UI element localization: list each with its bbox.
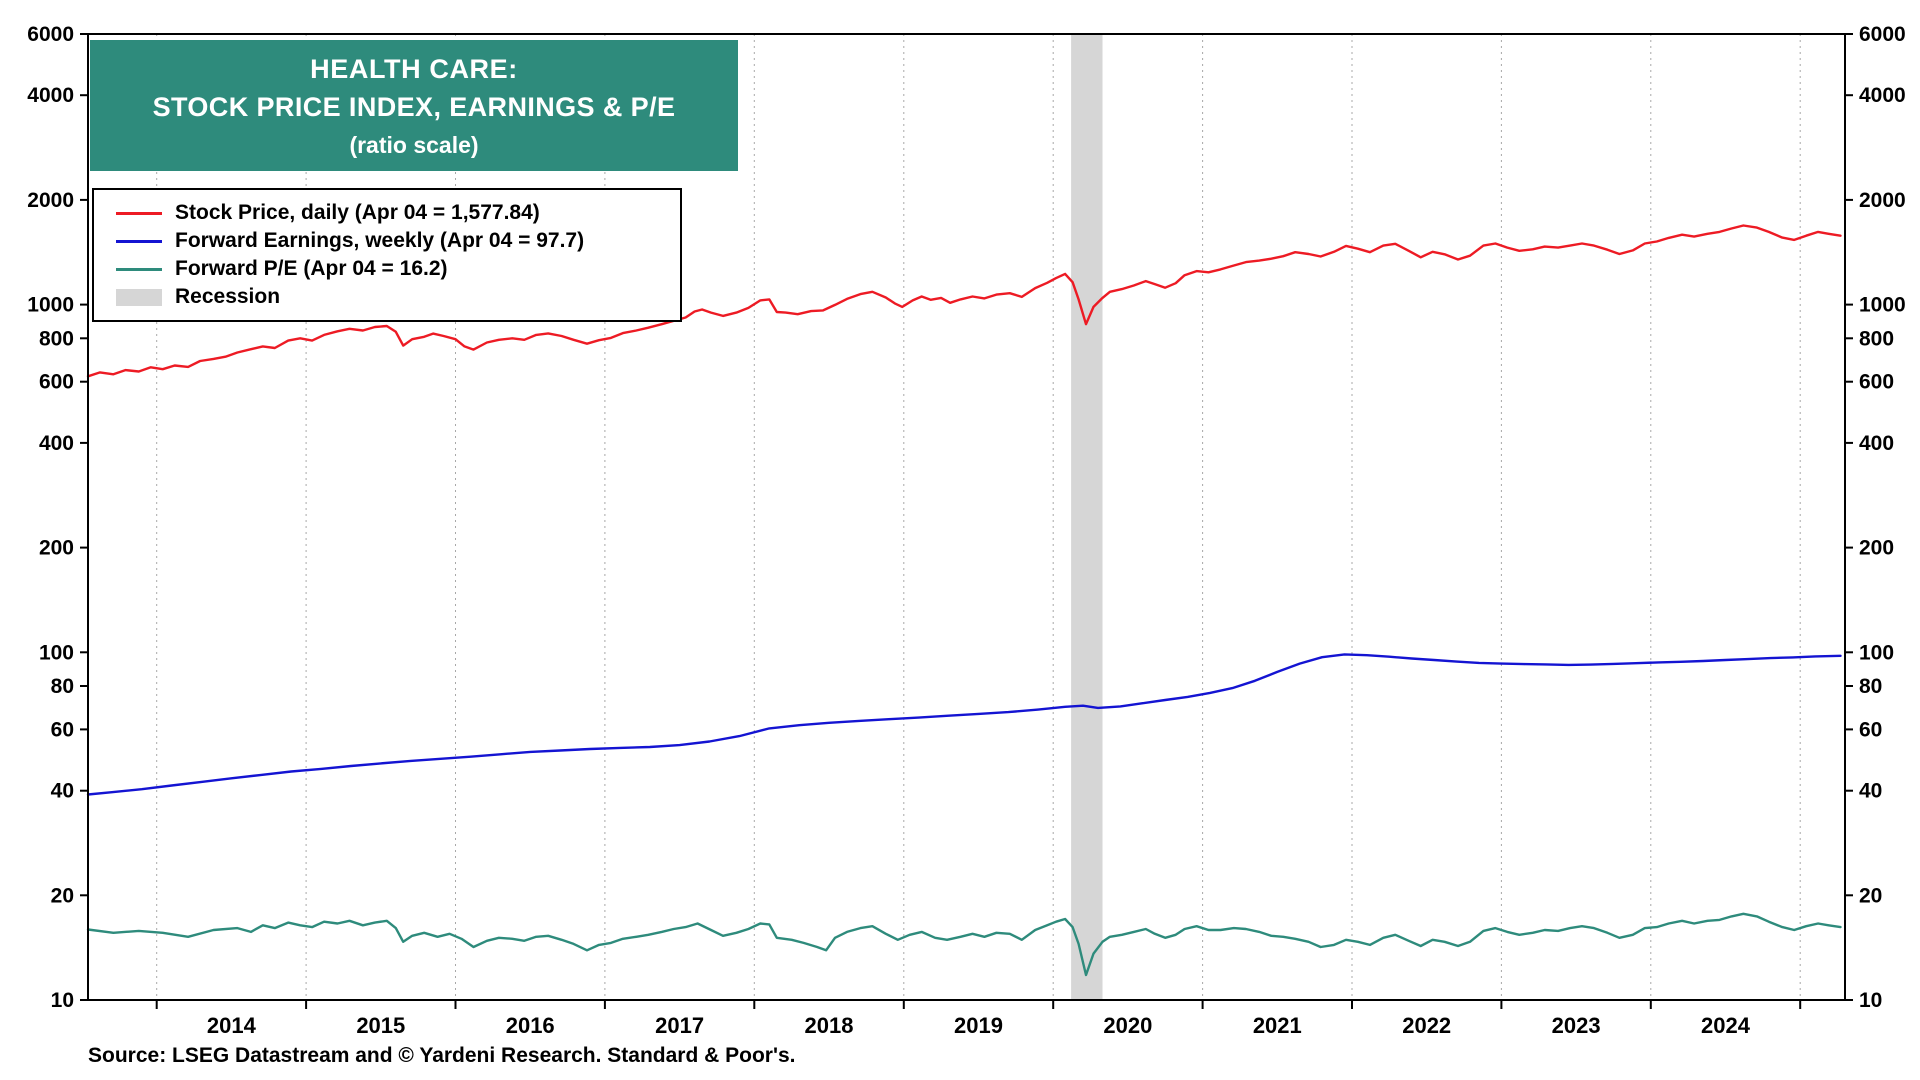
y-axis-label-left: 100 <box>39 641 74 664</box>
x-axis-year-label: 2022 <box>1402 1013 1451 1038</box>
chart-title-line2: STOCK PRICE INDEX, EARNINGS & P/E <box>152 92 676 122</box>
forward-pe-line <box>86 912 1842 977</box>
recession-band <box>1071 34 1103 1000</box>
y-axis-label-left: 200 <box>39 537 74 560</box>
y-axis-label-left: 1000 <box>27 294 74 317</box>
y-axis-label-right: 60 <box>1859 718 1882 741</box>
y-axis-label-left: 6000 <box>27 23 74 46</box>
chart-title-line1: HEALTH CARE: <box>310 54 518 84</box>
stock-price-line <box>86 224 1842 378</box>
legend-label-stock-price: Stock Price, daily (Apr 04 = 1,577.84) <box>175 201 540 224</box>
y-axis-label-right: 800 <box>1859 327 1894 350</box>
x-axis-year-label: 2018 <box>805 1013 854 1038</box>
legend-item-recession: Recession <box>104 283 670 311</box>
y-axis-label-right: 10 <box>1859 989 1882 1012</box>
x-axis-year-label: 2019 <box>954 1013 1003 1038</box>
y-axis-label-right: 40 <box>1859 780 1882 803</box>
recession-band-swatch <box>116 288 162 306</box>
x-axis-year-label: 2017 <box>655 1013 704 1038</box>
x-axis-year-label: 2020 <box>1103 1013 1152 1038</box>
x-axis-year-label: 2014 <box>207 1013 257 1038</box>
y-axis-label-left: 80 <box>51 675 74 698</box>
chart-legend: Stock Price, daily (Apr 04 = 1,577.84) F… <box>92 188 682 322</box>
y-axis-label-right: 6000 <box>1859 23 1906 46</box>
chart-title-subtitle: (ratio scale) <box>349 132 479 158</box>
y-axis-label-left: 10 <box>51 989 74 1012</box>
chart-title-box: HEALTH CARE: STOCK PRICE INDEX, EARNINGS… <box>90 40 738 171</box>
stock-price-line-swatch <box>116 211 162 215</box>
legend-item-stock-price: Stock Price, daily (Apr 04 = 1,577.84) <box>104 199 670 227</box>
forward-earnings-line <box>86 653 1842 796</box>
y-axis-label-right: 1000 <box>1859 294 1906 317</box>
y-axis-label-left: 2000 <box>27 189 74 212</box>
y-axis-label-left: 600 <box>39 371 74 394</box>
x-axis-year-label: 2023 <box>1552 1013 1601 1038</box>
y-axis-label-left: 40 <box>51 780 74 803</box>
legend-label-forward-pe: Forward P/E (Apr 04 = 16.2) <box>175 257 448 280</box>
y-axis-label-right: 400 <box>1859 432 1894 455</box>
y-axis-label-left: 60 <box>51 718 74 741</box>
y-axis-label-right: 20 <box>1859 884 1882 907</box>
y-axis-label-right: 100 <box>1859 641 1894 664</box>
y-axis-label-right: 4000 <box>1859 84 1906 107</box>
y-axis-label-left: 800 <box>39 327 74 350</box>
forward-pe-line-swatch <box>116 267 162 271</box>
y-axis-label-right: 2000 <box>1859 189 1906 212</box>
x-axis-year-label: 2015 <box>356 1013 405 1038</box>
plot-border <box>87 33 1846 1001</box>
forward-earnings-line-swatch <box>116 239 162 243</box>
source-attribution: Source: LSEG Datastream and © Yardeni Re… <box>88 1044 796 1067</box>
y-axis-label-left: 4000 <box>27 84 74 107</box>
legend-item-forward-earnings: Forward Earnings, weekly (Apr 04 = 97.7) <box>104 227 670 255</box>
y-axis-label-left: 20 <box>51 884 74 907</box>
y-axis-label-right: 80 <box>1859 675 1882 698</box>
y-axis-label-right: 200 <box>1859 537 1894 560</box>
x-axis-year-label: 2021 <box>1253 1013 1302 1038</box>
legend-item-forward-pe: Forward P/E (Apr 04 = 16.2) <box>104 255 670 283</box>
legend-label-forward-earnings: Forward Earnings, weekly (Apr 04 = 97.7) <box>175 229 585 252</box>
x-axis-year-label: 2016 <box>506 1013 555 1038</box>
legend-label-recession: Recession <box>175 285 281 308</box>
x-axis-year-label: 2024 <box>1701 1013 1751 1038</box>
y-axis-label-right: 600 <box>1859 371 1894 394</box>
y-axis-label-left: 400 <box>39 432 74 455</box>
